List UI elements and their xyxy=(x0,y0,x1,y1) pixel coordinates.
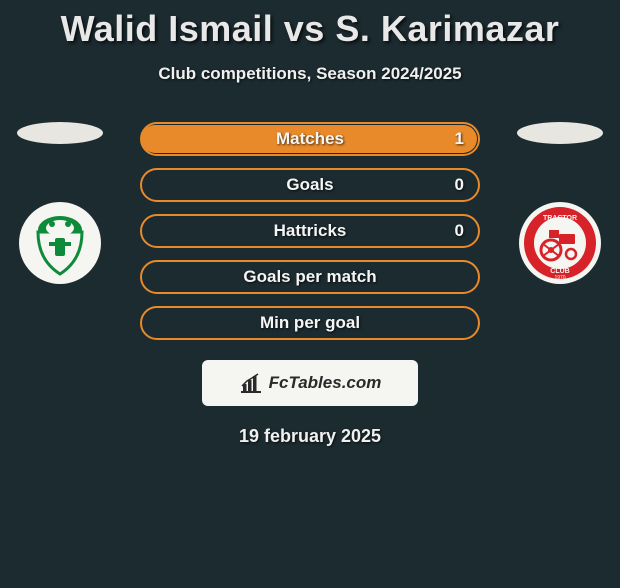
right-club-badge: TRACTOR CLUB 1970 xyxy=(519,202,601,284)
left-player-avatar-placeholder xyxy=(17,122,103,144)
stat-label: Min per goal xyxy=(260,313,360,333)
zob-ahan-crest-icon xyxy=(19,202,101,284)
stat-value-right: 1 xyxy=(455,129,464,149)
stat-row-min-per-goal: Min per goal xyxy=(140,306,480,340)
svg-text:1970: 1970 xyxy=(554,275,565,281)
left-club-badge xyxy=(19,202,101,284)
subtitle: Club competitions, Season 2024/2025 xyxy=(0,64,620,84)
right-player-avatar-placeholder xyxy=(517,122,603,144)
page-title: Walid Ismail vs S. Karimazar xyxy=(0,8,620,50)
svg-text:CLUB: CLUB xyxy=(550,268,569,275)
tractor-crest-icon: TRACTOR CLUB 1970 xyxy=(519,202,601,284)
stat-label: Hattricks xyxy=(274,221,347,241)
stat-rows: Matches 1 Goals 0 Hattricks 0 Goals per … xyxy=(140,122,480,340)
date-label: 19 february 2025 xyxy=(0,426,620,447)
stat-row-goals-per-match: Goals per match xyxy=(140,260,480,294)
stat-value-right: 0 xyxy=(455,175,464,195)
stat-row-goals: Goals 0 xyxy=(140,168,480,202)
stat-row-matches: Matches 1 xyxy=(140,122,480,156)
stat-value-right: 0 xyxy=(455,221,464,241)
left-player-column xyxy=(10,122,110,284)
stat-label: Matches xyxy=(276,129,344,149)
brand-text: FcTables.com xyxy=(269,373,382,393)
stats-area: Matches 1 Goals 0 Hattricks 0 Goals per … xyxy=(0,122,620,340)
fctables-watermark: FcTables.com xyxy=(202,360,418,406)
stat-row-hattricks: Hattricks 0 xyxy=(140,214,480,248)
bar-chart-icon xyxy=(239,372,263,394)
stat-label: Goals per match xyxy=(243,267,376,287)
stat-label: Goals xyxy=(286,175,333,195)
right-player-column: TRACTOR CLUB 1970 xyxy=(510,122,610,284)
svg-text:TRACTOR: TRACTOR xyxy=(543,215,577,222)
